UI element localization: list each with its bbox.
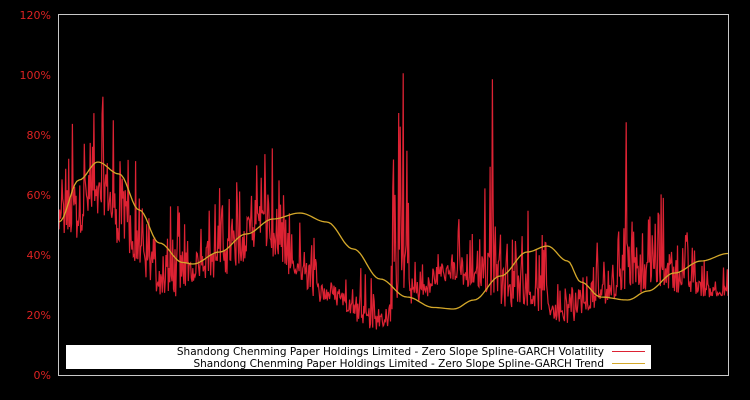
volatility-line — [58, 73, 729, 330]
plot-area — [58, 73, 729, 330]
y-tick-label: 60% — [27, 189, 51, 202]
y-tick-label: 120% — [20, 9, 51, 22]
plot-frame — [58, 14, 729, 376]
legend-label-volatility: Shandong Chenming Paper Holdings Limited… — [177, 346, 604, 358]
y-tick-label: 80% — [27, 129, 51, 142]
trend-series — [58, 161, 729, 310]
legend-box — [66, 345, 651, 369]
legend: Shandong Chenming Paper Holdings Limited… — [66, 345, 651, 370]
y-axis: 120% 100% 80% 60% 40% 20% 0% — [20, 9, 51, 382]
volatility-series — [58, 73, 729, 330]
y-tick-label: 100% — [20, 69, 51, 82]
y-tick-label: 20% — [27, 309, 51, 322]
legend-label-trend: Shandong Chenming Paper Holdings Limited… — [193, 358, 604, 370]
y-tick-label: 0% — [34, 369, 51, 382]
y-tick-label: 40% — [27, 249, 51, 262]
